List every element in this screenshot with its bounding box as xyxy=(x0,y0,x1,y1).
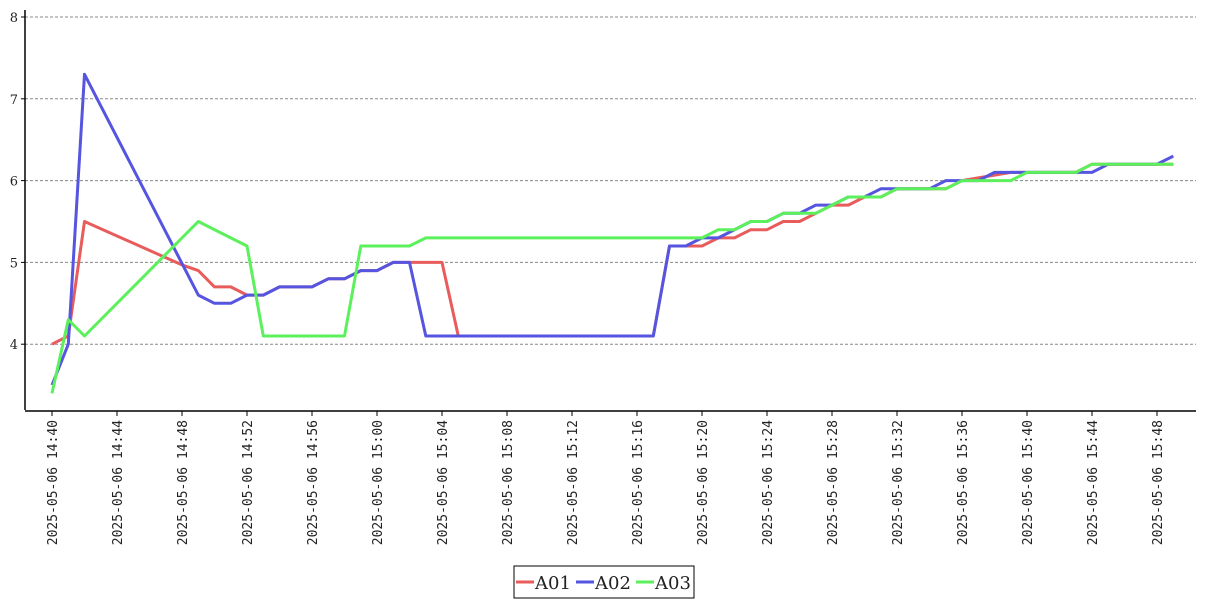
x-tick-label: 2025-05-06 15:48 xyxy=(1151,420,1166,545)
x-tick-label: 2025-05-06 15:04 xyxy=(436,420,451,545)
x-tick-label: 2025-05-06 15:28 xyxy=(826,420,841,545)
y-tick-label: 8 xyxy=(10,11,18,26)
legend-box xyxy=(513,565,695,599)
x-tick-label: 2025-05-06 14:48 xyxy=(176,420,191,545)
x-tick-label: 2025-05-06 14:40 xyxy=(46,420,61,545)
legend-label-a02: A02 xyxy=(594,573,631,594)
x-tick-label: 2025-05-06 15:32 xyxy=(891,420,906,545)
x-tick-label: 2025-05-06 15:08 xyxy=(501,420,516,545)
y-axis-ticks: 4 5 6 7 8 xyxy=(10,11,25,353)
y-tick-label: 4 xyxy=(10,338,18,353)
x-tick-label: 2025-05-06 15:20 xyxy=(696,420,711,545)
legend-label-a01: A01 xyxy=(534,573,571,594)
series-lines xyxy=(50,72,1174,394)
series-line-a03 xyxy=(50,162,1174,394)
x-tick-label: 2025-05-06 14:52 xyxy=(241,420,256,545)
legend: A01 A02 A03 xyxy=(513,565,695,599)
series-line-a01 xyxy=(51,162,1174,346)
series-line-a02 xyxy=(50,72,1174,386)
x-tick-label: 2025-05-06 14:44 xyxy=(111,420,126,545)
y-tick-label: 6 xyxy=(10,175,18,190)
x-tick-label: 2025-05-06 15:00 xyxy=(371,420,386,545)
x-tick-label: 2025-05-06 15:24 xyxy=(761,420,776,545)
x-tick-label: 2025-05-06 15:16 xyxy=(631,420,646,545)
x-axis-ticks: 2025-05-06 14:40 2025-05-06 14:44 2025-05-… xyxy=(46,411,1166,545)
grid-lines xyxy=(25,16,1196,345)
x-tick-label: 2025-05-06 15:44 xyxy=(1086,420,1101,545)
x-tick-label: 2025-05-06 14:56 xyxy=(306,420,321,545)
x-tick-label: 2025-05-06 15:12 xyxy=(566,420,581,545)
legend-label-a03: A03 xyxy=(654,573,691,594)
x-tick-label: 2025-05-06 15:36 xyxy=(956,420,971,545)
x-tick-label: 2025-05-06 15:40 xyxy=(1021,420,1036,545)
y-tick-label: 7 xyxy=(10,93,18,108)
y-tick-label: 5 xyxy=(10,256,18,271)
